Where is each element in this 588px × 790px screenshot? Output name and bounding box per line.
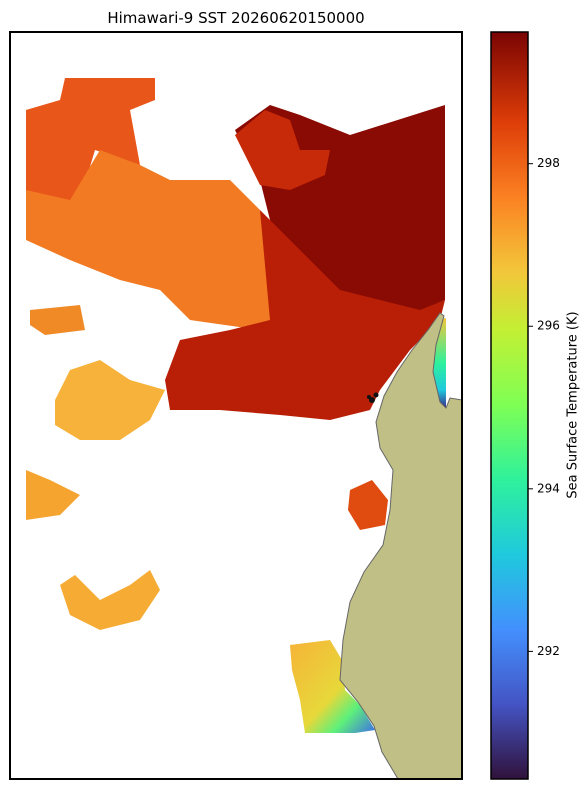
sst-yellow-southwest xyxy=(26,470,80,520)
island xyxy=(367,395,371,399)
colorbar-tick-label: 292 xyxy=(537,644,560,658)
island xyxy=(373,392,379,398)
sst-red-east xyxy=(165,210,445,420)
sst-red-north xyxy=(235,110,330,190)
sst-red-coast xyxy=(348,480,388,530)
island xyxy=(369,397,375,403)
colorbar-tick-label: 296 xyxy=(537,319,560,333)
colorbar-tick-label: 294 xyxy=(537,481,560,495)
colorbar xyxy=(490,31,529,780)
colorbar-label: Sea Surface Temperature (K) xyxy=(566,311,581,498)
colorbar-tick-label: 298 xyxy=(537,156,560,170)
sst-patch-west xyxy=(30,305,85,335)
sst-orange-central xyxy=(26,150,300,330)
map-frame xyxy=(9,31,463,780)
map-title: Himawari-9 SST 20260620150000 xyxy=(107,9,364,27)
sst-yellow-south xyxy=(60,570,160,630)
sst-orange-northwest xyxy=(26,78,155,205)
sst-yellow-west xyxy=(55,360,165,440)
sst-field xyxy=(26,78,462,779)
land xyxy=(339,312,462,779)
sst-south-gradient xyxy=(290,640,375,733)
